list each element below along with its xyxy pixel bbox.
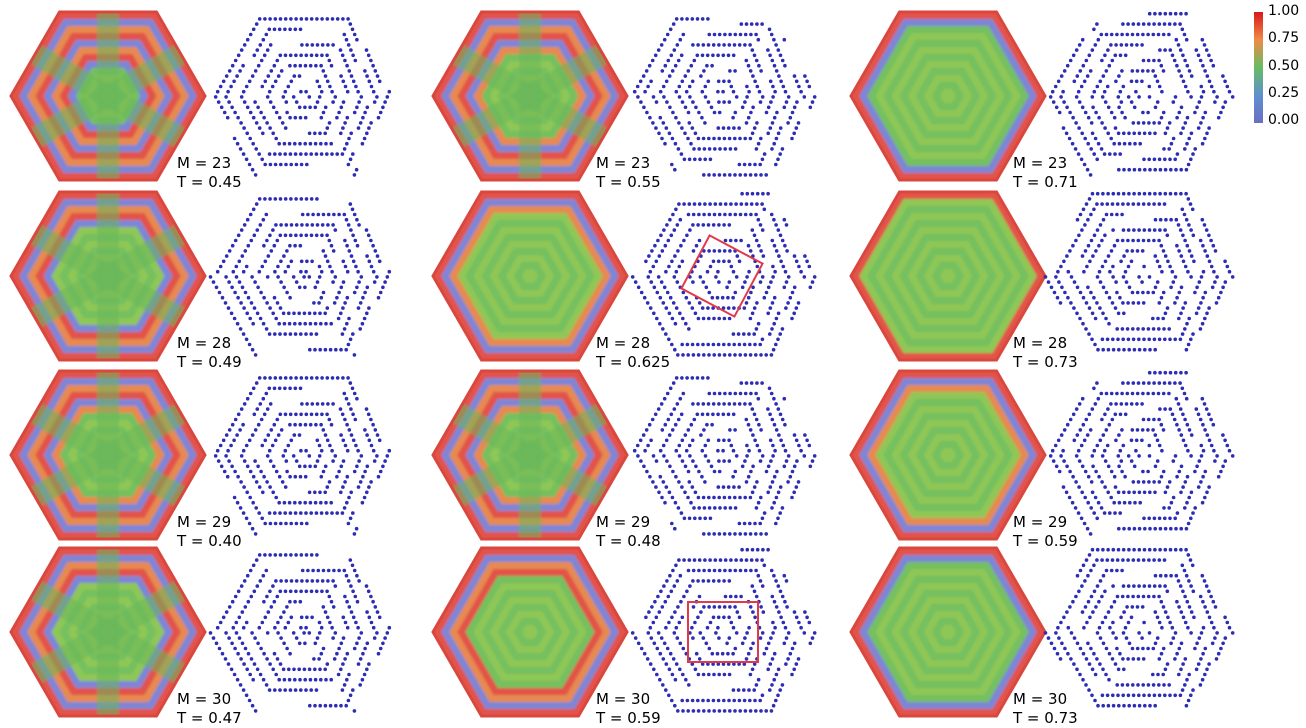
panel-m-label: M = 30 <box>177 690 232 708</box>
panel-m-label: M = 30 <box>1013 690 1068 708</box>
panel-m-label: M = 29 <box>1013 513 1068 531</box>
heatmap-hexagon <box>849 190 1047 362</box>
dot-pattern <box>208 553 392 713</box>
colorbar-tick: 1.00 <box>1268 3 1300 19</box>
heatmap-hexagon <box>9 10 207 182</box>
heatmap-hexagon <box>431 546 629 718</box>
panel-t-label: T = 0.59 <box>596 709 661 727</box>
dot-pattern <box>1043 547 1235 708</box>
heatmap-hexagon <box>849 369 1047 541</box>
dot-pattern <box>1048 11 1235 177</box>
panel-t-label: T = 0.73 <box>1013 353 1078 371</box>
panel-t-label: T = 0.49 <box>177 353 242 371</box>
dot-pattern <box>208 197 392 357</box>
panel-m-label: M = 29 <box>596 513 651 531</box>
heatmap-hexagon <box>431 10 629 182</box>
panels-layer <box>9 10 1235 718</box>
dot-pattern <box>213 376 392 536</box>
panel-t-label: T = 0.48 <box>596 532 661 550</box>
panel-t-label: T = 0.55 <box>596 173 661 191</box>
colorbar-tick: 0.00 <box>1268 112 1300 128</box>
panel-t-label: T = 0.59 <box>1013 532 1078 550</box>
heatmap-hexagon <box>849 10 1047 182</box>
dot-pattern <box>630 191 817 357</box>
panel-t-label: T = 0.40 <box>177 532 242 550</box>
dot-pattern <box>632 17 817 177</box>
heatmap-hexagon <box>431 190 629 362</box>
heatmap-hexagon <box>431 369 629 541</box>
panel-m-label: M = 28 <box>1013 334 1068 352</box>
colorbar-tick: 0.75 <box>1268 30 1300 46</box>
dot-pattern <box>632 376 817 536</box>
panel-m-label: M = 30 <box>596 690 651 708</box>
heatmap-hexagon <box>849 546 1047 718</box>
panel-m-label: M = 29 <box>177 513 232 531</box>
dot-pattern <box>213 17 392 177</box>
colorbar-tick: 0.25 <box>1268 85 1300 101</box>
panel-t-label: T = 0.625 <box>596 353 671 371</box>
panel-t-label: T = 0.47 <box>177 709 242 727</box>
heatmap-hexagon <box>9 546 207 718</box>
highlight-box <box>680 234 764 318</box>
dot-pattern <box>630 547 817 713</box>
colorbar-tick: 0.50 <box>1268 58 1300 74</box>
heatmap-hexagon <box>9 190 207 362</box>
panel-t-label: T = 0.71 <box>1013 173 1078 191</box>
panel-m-label: M = 28 <box>596 334 651 352</box>
panel-m-label: M = 23 <box>177 154 232 172</box>
heatmap-hexagon <box>9 369 207 541</box>
panel-t-label: T = 0.45 <box>177 173 242 191</box>
dot-pattern <box>1043 191 1235 352</box>
panel-m-label: M = 23 <box>596 154 651 172</box>
panel-m-label: M = 28 <box>177 334 232 352</box>
panel-t-label: T = 0.73 <box>1013 709 1078 727</box>
dot-pattern <box>1048 370 1235 536</box>
highlight-box <box>687 601 759 663</box>
colorbar <box>1254 12 1263 123</box>
panel-m-label: M = 23 <box>1013 154 1068 172</box>
